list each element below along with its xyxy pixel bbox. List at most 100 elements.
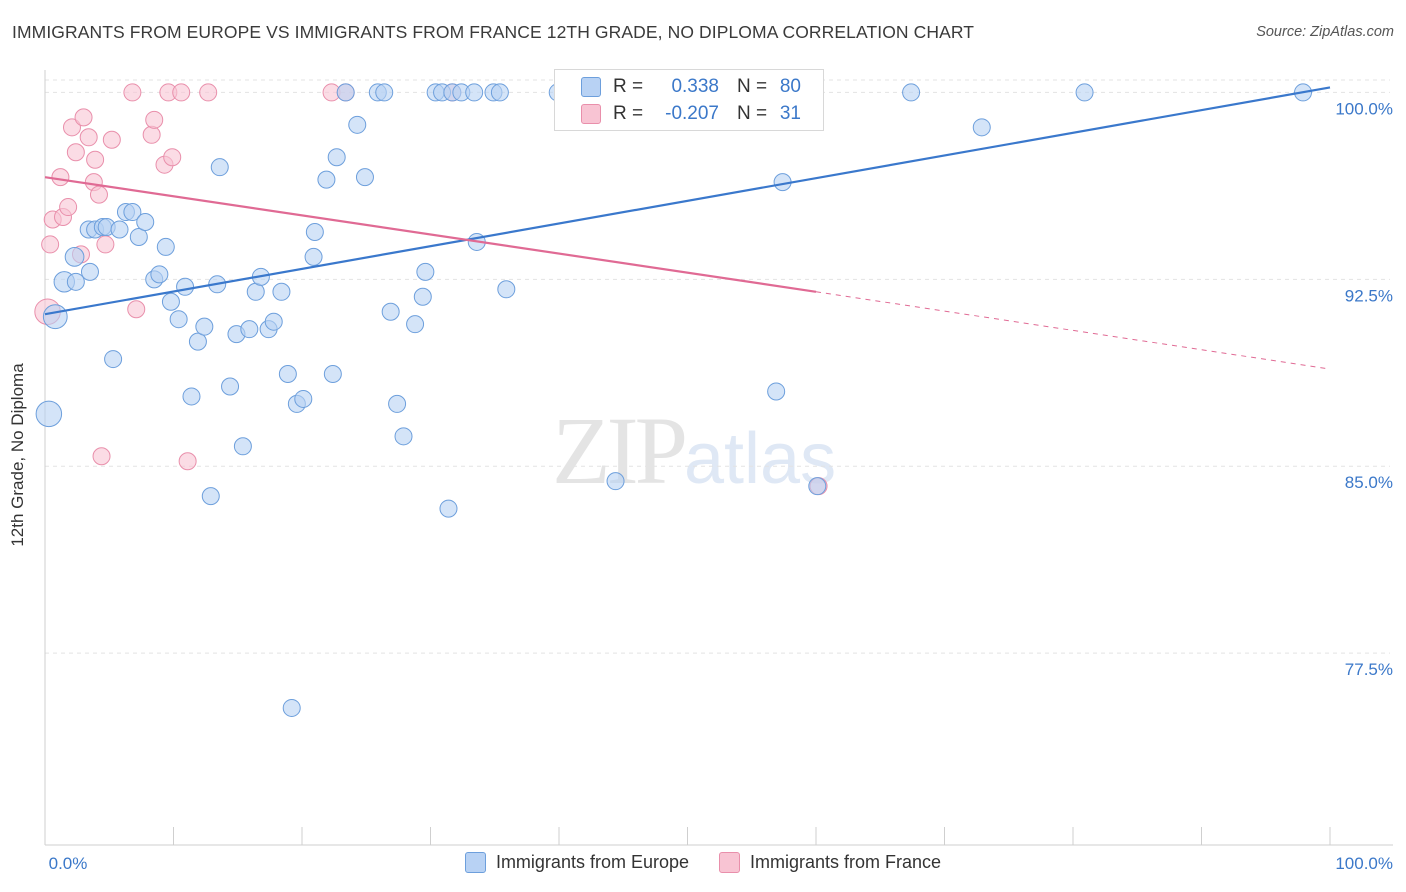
europe-point: [355, 168, 374, 187]
y-tick-label: 92.5%: [1345, 286, 1393, 305]
europe-point: [110, 220, 129, 239]
europe-trend-line: [44, 86, 1331, 316]
europe-point: [388, 394, 407, 413]
europe-r-label: R =: [613, 76, 644, 97]
europe-point: [272, 282, 291, 301]
trend-lines: [44, 86, 1331, 370]
france-trend-extension: [815, 291, 1331, 370]
grid-lines: [45, 79, 1390, 654]
france-point: [59, 198, 78, 217]
europe-point: [129, 227, 148, 246]
y-tick-label: 77.5%: [1345, 660, 1393, 679]
france-point: [199, 83, 218, 102]
x-tick-label-max: 100.0%: [1335, 854, 1393, 873]
france-point: [41, 235, 60, 254]
france-point: [92, 447, 111, 466]
europe-point: [490, 83, 509, 102]
france-n-value: 31: [779, 103, 801, 124]
europe-point: [123, 203, 142, 222]
europe-point: [381, 302, 400, 321]
europe-point: [182, 387, 201, 406]
europe-point: [439, 499, 458, 518]
europe-point: [294, 389, 313, 408]
europe-point: [808, 477, 827, 496]
france-r-label: R =: [613, 103, 644, 124]
europe-point: [233, 437, 252, 456]
europe-point: [35, 400, 63, 428]
europe-point: [176, 277, 195, 296]
france-point: [178, 452, 197, 471]
france-point: [89, 185, 108, 204]
europe-point: [150, 265, 169, 284]
europe-point: [406, 315, 425, 334]
france-point: [66, 143, 85, 162]
y-tick-label: 85.0%: [1345, 473, 1393, 492]
legend-france-swatch: [719, 852, 740, 873]
europe-n-label: N =: [737, 76, 768, 97]
france-point: [74, 108, 93, 127]
axes: [44, 70, 1393, 846]
europe-point: [169, 310, 188, 329]
europe-point: [465, 83, 484, 102]
europe-point: [323, 365, 342, 384]
europe-point: [66, 272, 85, 291]
europe-swatch: [581, 77, 601, 97]
france-point: [145, 110, 164, 129]
legend-item-france: Immigrants from France: [719, 852, 941, 873]
x-tick-label-min: 0.0%: [49, 854, 88, 873]
europe-point: [394, 427, 413, 446]
europe-point: [188, 332, 207, 351]
europe-point: [278, 365, 297, 384]
france-point: [127, 300, 146, 319]
series-europe-points: [35, 83, 1313, 717]
europe-point: [1075, 83, 1094, 102]
europe-point: [64, 247, 85, 267]
france-point: [86, 150, 105, 169]
france-point: [142, 125, 161, 144]
europe-point: [240, 320, 259, 339]
legend-item-europe: Immigrants from Europe: [464, 852, 689, 873]
europe-n-value: 80: [779, 76, 801, 97]
europe-point: [42, 304, 68, 330]
france-r-value: -0.207: [665, 103, 719, 124]
y-tick-label: 100.0%: [1335, 99, 1393, 118]
france-point: [102, 130, 121, 149]
stats-row-europe: R = 0.338 N = 80: [555, 73, 801, 101]
france-point: [79, 128, 98, 147]
europe-point: [210, 158, 229, 177]
source-label: Source: ZipAtlas.com: [1256, 24, 1394, 40]
bottom-legend: Immigrants from Europe Immigrants from F…: [0, 852, 1406, 873]
europe-point: [375, 83, 394, 102]
tick-labels: 100.0% 92.5% 85.0% 77.5% 0.0% 100.0%: [49, 99, 1393, 873]
europe-point: [264, 312, 283, 331]
y-axis-label: 12th Grade, No Diploma: [8, 363, 27, 547]
europe-point: [767, 382, 786, 401]
europe-r-value: 0.338: [671, 76, 719, 97]
france-point: [123, 83, 142, 102]
stats-row-france: R = -0.207 N = 31: [555, 100, 801, 128]
europe-point: [317, 170, 336, 189]
europe-point: [413, 287, 432, 306]
europe-point: [195, 317, 214, 336]
chart-title: IMMIGRANTS FROM EUROPE VS IMMIGRANTS FRO…: [12, 22, 975, 42]
europe-point: [336, 83, 355, 102]
europe-point: [161, 292, 180, 311]
europe-point: [305, 222, 324, 241]
legend-europe-swatch: [464, 852, 486, 873]
europe-point: [972, 118, 991, 137]
europe-point: [136, 213, 155, 232]
europe-point: [606, 472, 625, 491]
france-swatch: [581, 104, 601, 124]
legend-france-label: Immigrants from France: [750, 852, 942, 872]
france-point: [62, 118, 81, 137]
france-n-label: N =: [737, 103, 768, 124]
stats-legend-box: R = 0.338 N = 80 R = -0.207 N = 31: [554, 69, 824, 131]
europe-point: [282, 698, 301, 717]
europe-point: [327, 148, 346, 167]
europe-point: [156, 237, 175, 256]
europe-point: [80, 262, 99, 281]
europe-point: [104, 350, 123, 369]
europe-point: [902, 83, 921, 102]
france-point: [163, 148, 182, 167]
